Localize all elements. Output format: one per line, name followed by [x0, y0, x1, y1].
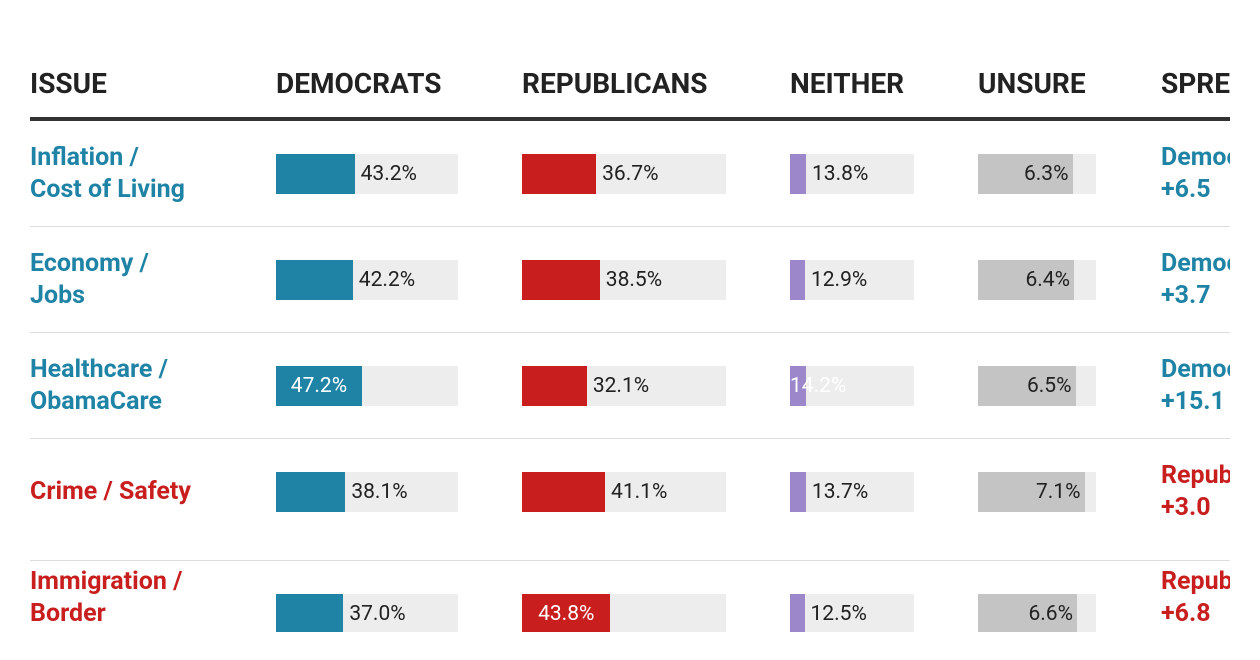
value-label: 6.6% [1028, 602, 1073, 626]
value-label: 6.5% [1026, 374, 1072, 398]
spread-label: +3.7 [1161, 281, 1211, 310]
value-label: 12.5% [810, 602, 867, 626]
value-label: 12.9% [810, 268, 868, 292]
issue-label: Economy / [30, 249, 149, 278]
value-label: 13.7% [811, 480, 869, 504]
value-label: 7.1% [1035, 480, 1081, 504]
bar [978, 366, 1076, 406]
header-rule [30, 117, 1230, 121]
bar [522, 366, 587, 406]
value-label: 43.8% [538, 602, 595, 626]
value-label: 6.3% [1023, 162, 1069, 186]
issue-label: Immigration / [30, 567, 183, 596]
bar [978, 154, 1073, 194]
column-header: UNSURE [978, 67, 1086, 100]
issue-label: Cost of Living [30, 175, 185, 204]
bar [790, 260, 805, 300]
spread-label: Republicans [1161, 461, 1230, 490]
bar [978, 472, 1085, 512]
value-label: 36.7% [602, 162, 659, 186]
bar [276, 260, 353, 300]
issue-label: Border [30, 599, 106, 628]
issue-label: Crime / Safety [30, 477, 191, 506]
row-divider [30, 560, 1230, 561]
row-divider [30, 332, 1230, 333]
column-header: SPREAD [1161, 67, 1230, 100]
bar [790, 594, 805, 632]
value-label: 41.1% [611, 480, 668, 504]
bar [522, 260, 600, 300]
bar [276, 472, 346, 512]
value-label: 47.2% [290, 374, 348, 398]
bar [790, 472, 806, 512]
bar [522, 594, 611, 632]
bar-track [790, 260, 914, 300]
value-label: 6.4% [1025, 268, 1070, 292]
bar [276, 366, 362, 406]
bar [790, 154, 806, 194]
bar [276, 154, 355, 194]
value-label: 37.0% [349, 602, 406, 626]
spread-label: Democrats [1161, 249, 1230, 278]
spread-label: Republicans [1161, 567, 1230, 596]
bar-track [790, 594, 914, 632]
bar [790, 366, 807, 406]
issue-label: ObamaCare [30, 387, 162, 416]
column-header: REPUBLICANS [522, 67, 708, 100]
bar [522, 154, 597, 194]
value-label: 14.2% [790, 366, 846, 406]
issue-label: Jobs [30, 281, 85, 310]
value-label: 43.2% [360, 162, 417, 186]
column-header: DEMOCRATS [276, 67, 442, 100]
column-header: ISSUE [30, 67, 107, 100]
row-divider [30, 438, 1230, 439]
value-label: 13.8% [812, 162, 869, 186]
spread-label: Democrats [1161, 355, 1230, 384]
bar [978, 260, 1074, 300]
value-label: 32.1% [592, 374, 650, 398]
bar [978, 594, 1077, 632]
value-label: 42.2% [358, 268, 416, 292]
bar-track [790, 154, 914, 194]
value-label: 38.1% [351, 480, 408, 504]
table: ISSUE DEMOCRATS REPUBLICANS NEITHER UNSURE SP… [30, 67, 1230, 632]
bar [276, 594, 344, 632]
column-header: NEITHER [790, 67, 905, 100]
issue-label: Healthcare / [30, 355, 168, 384]
value-label: 38.5% [605, 268, 663, 292]
spread-label: +15.1 [1161, 387, 1225, 416]
bar-track [790, 472, 914, 512]
spread-label: +3.0 [1161, 493, 1211, 522]
row-divider [30, 226, 1230, 227]
spread-label: +6.5 [1161, 175, 1211, 204]
bar [522, 472, 606, 512]
spread-label: +6.8 [1161, 599, 1211, 628]
bar-track [790, 366, 914, 406]
spread-label: Democrats [1161, 143, 1230, 172]
issue-label: Inflation / [30, 143, 139, 172]
